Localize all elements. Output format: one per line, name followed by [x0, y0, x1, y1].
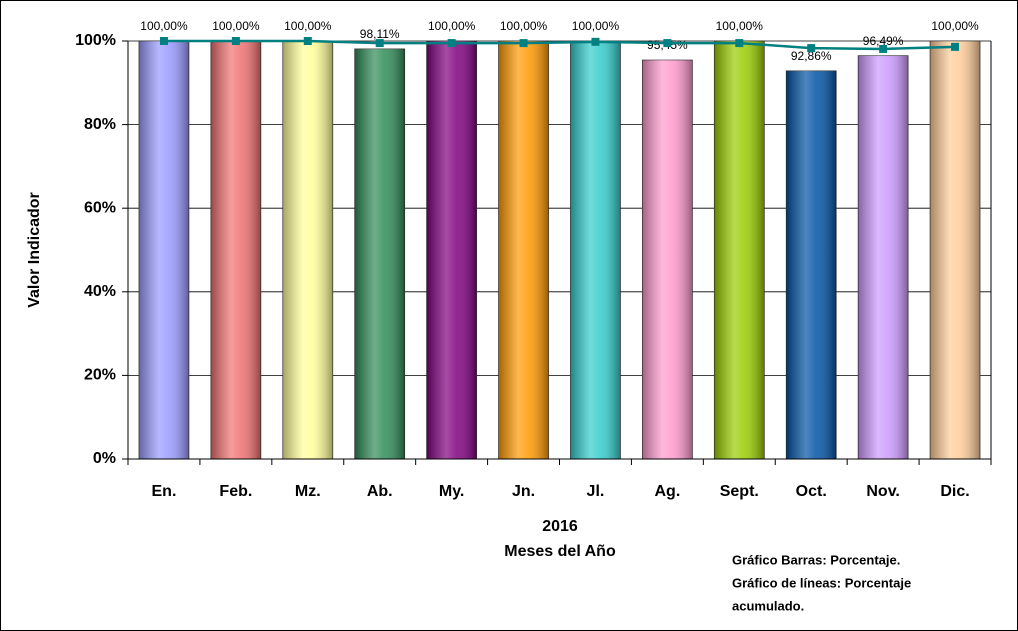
value-label: 98,11%: [360, 27, 400, 41]
annotation: Gráfico Barras: Porcentaje.: [732, 552, 900, 567]
y-axis-label: Valor Indicador: [26, 192, 43, 308]
x-tick-label: Ab.: [367, 483, 393, 500]
bar-shade: [426, 41, 477, 459]
value-label: 96,49%: [863, 34, 904, 48]
x-tick-label: My.: [439, 483, 464, 500]
y-tick-label: 100%: [75, 32, 116, 49]
bar-shade: [138, 41, 189, 459]
x-tick-label: Nov.: [866, 483, 899, 500]
y-tick-label: 40%: [84, 283, 116, 300]
y-tick-label: 20%: [84, 367, 116, 384]
value-label: 100,00%: [572, 19, 620, 33]
bar-shade: [858, 55, 909, 459]
bar-shade: [210, 41, 261, 459]
x-tick-label: Ag.: [654, 483, 680, 500]
line-marker: [663, 39, 672, 48]
bar-shade: [714, 41, 765, 459]
value-label: 100,00%: [716, 19, 764, 33]
value-label: 100,00%: [931, 19, 979, 33]
x-tick-label: Feb.: [219, 483, 252, 500]
bar-shade: [354, 48, 405, 459]
x-tick-label: Jl.: [587, 483, 605, 500]
x-axis-label: Meses del Año: [504, 543, 616, 560]
x-tick-label: Dic.: [940, 483, 969, 500]
line-marker: [951, 42, 960, 51]
bar-shade: [786, 70, 837, 459]
annotation: Gráfico de líneas: Porcentaje: [732, 575, 911, 590]
line-marker: [231, 37, 240, 45]
value-label: 100,00%: [284, 19, 332, 33]
y-tick-label: 0%: [93, 450, 116, 467]
bar-shade: [282, 41, 333, 459]
line-marker: [879, 44, 888, 53]
bar-shade: [930, 41, 981, 459]
line: [163, 39, 956, 51]
x-tick-label: Mz.: [295, 483, 321, 500]
bar-shade: [570, 41, 621, 459]
line-marker: [447, 39, 456, 48]
annotation: acumulado.: [732, 598, 804, 613]
bar-shade: [498, 41, 549, 459]
x-tick-label: En.: [152, 483, 177, 500]
line-marker: [735, 39, 744, 48]
value-label: 92,86%: [791, 49, 832, 63]
line-marker: [591, 37, 600, 46]
x-tick-label: Jn.: [512, 483, 535, 500]
y-tick-label: 60%: [84, 199, 116, 216]
value-label: 100,00%: [212, 19, 260, 33]
x-axis-label: 2016: [542, 518, 578, 535]
value-label: 100,00%: [428, 19, 476, 33]
line-marker: [807, 44, 816, 53]
x-tick-label: Sept.: [720, 483, 759, 500]
bar-shade: [642, 60, 693, 459]
line-marker: [303, 37, 312, 45]
value-label: 100,00%: [500, 19, 548, 33]
value-label: 100,00%: [140, 19, 188, 33]
line-marker: [519, 39, 528, 48]
line-marker: [375, 39, 384, 48]
line-marker: [159, 37, 168, 45]
y-tick-label: 80%: [84, 116, 116, 133]
x-tick-label: Oct.: [796, 483, 827, 500]
